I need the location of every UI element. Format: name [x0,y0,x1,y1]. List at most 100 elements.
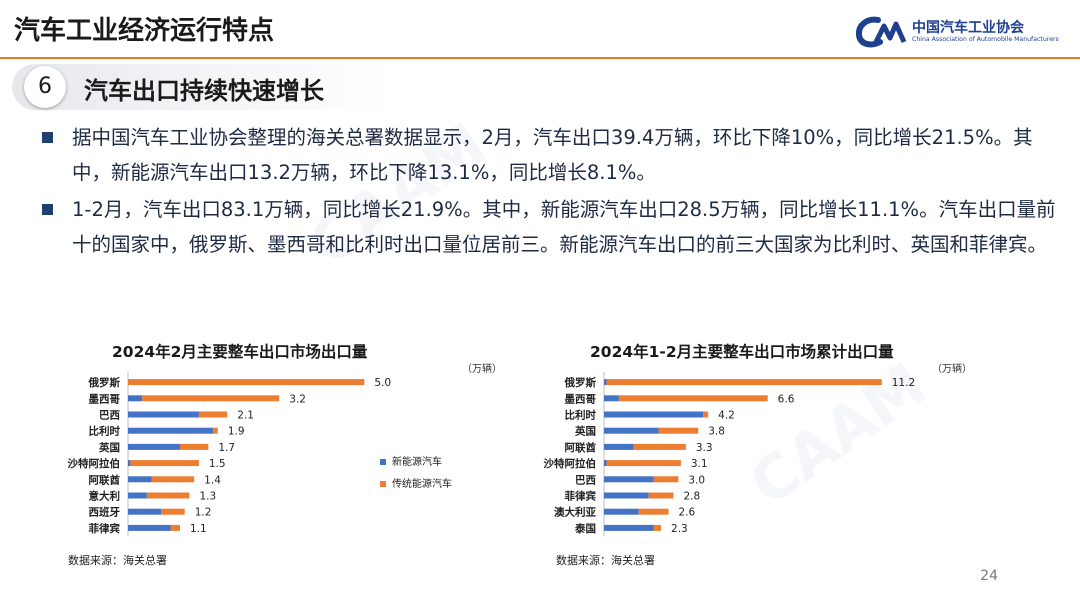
header-bar: 汽车工业经济运行特点 中国汽车工业协会 China Association of… [0,0,1080,59]
logo-english-name: China Association of Automobile Manufact… [912,36,1059,43]
legend-label: 传统能源汽车 [392,477,452,490]
legend-swatch [380,481,386,487]
bullet-item: 1-2月，汽车出口83.1万辆，同比增长21.9%。其中，新能源汽车出口28.5… [38,192,1058,262]
bullet-list: 据中国汽车工业协会整理的海关总署数据显示，2月，汽车出口39.4万辆，环比下降1… [38,120,1058,264]
bar-segment-nev [604,476,654,483]
category-label: 巴西 [575,474,596,486]
bar-segment-ice [618,395,768,402]
bar-segment-ice [146,492,190,499]
data-label: 2.1 [237,410,254,422]
category-label: 墨西哥 [565,393,597,405]
chart1-unit: （万辆） [462,364,502,375]
category-label: 西班牙 [89,506,121,519]
bar-segment-nev [604,524,654,531]
data-label: 1.1 [190,523,207,535]
bullet-square-icon [42,204,53,215]
category-label: 意大利 [89,490,121,503]
logo-chinese-name: 中国汽车工业协会 [912,20,1024,36]
chart2-unit: （万辆） [932,364,972,375]
section-title: 汽车出口持续快速增长 [84,77,324,105]
chart1-source: 数据来源：海关总署 [68,554,167,567]
chart2-source: 数据来源：海关总署 [556,554,655,567]
bar-segment-nev [128,508,162,515]
section-pill [12,64,392,110]
bar-segment-ice [638,508,669,515]
bar-segment-ice [658,427,699,434]
legend-label: 新能源汽车 [392,455,442,468]
data-label: 2.6 [678,507,695,519]
bar-segment-ice [703,411,709,418]
category-label: 澳大利亚 [554,506,596,519]
data-label: 1.4 [204,474,221,486]
bar-segment-ice [213,427,218,434]
category-label: 沙特阿拉伯 [68,457,121,470]
bar-segment-nev [128,524,171,531]
bullet-text: 据中国汽车工业协会整理的海关总署数据显示，2月，汽车出口39.4万辆，环比下降1… [72,126,1033,184]
data-label: 2.3 [671,523,688,535]
bullet-text: 1-2月，汽车出口83.1万辆，同比增长21.9%。其中，新能源汽车出口28.5… [72,198,1056,256]
bullet-square-icon [42,132,53,143]
data-label: 3.0 [688,474,705,486]
category-label: 阿联酋 [89,473,121,486]
bar-segment-ice [606,379,882,386]
data-label: 3.2 [289,393,306,405]
category-label: 比利时 [565,409,597,422]
data-label: 11.2 [892,377,915,389]
legend-swatch [380,459,386,465]
bar-segment-nev [604,379,607,386]
data-label: 4.2 [718,410,735,422]
bar-segment-ice [198,411,228,418]
bar-segment-nev [604,427,659,434]
page-title: 汽车工业经济运行特点 [14,16,275,46]
category-label: 泰国 [574,522,596,535]
bar-segment-ice [633,443,686,450]
data-label: 5.0 [374,377,391,389]
bar-segment-nev [604,460,607,467]
title-divider [0,57,1080,59]
section-heading: 6 汽车出口持续快速增长 [12,64,1072,112]
chart1-plot: 俄罗斯 5.0 墨西哥 3.2 巴西 2.1 比利时 1.9 英国 1.7 沙特阿拉伯 1.5 阿联酋 1… [68,372,452,536]
data-label: 1.7 [218,442,235,454]
data-label: 3.8 [708,426,725,438]
bar-segment-ice [142,395,280,402]
category-label: 沙特阿拉伯 [544,457,597,470]
bar-segment-ice [161,508,185,515]
chart2-title: 2024年1-2月主要整车出口市场累计出口量 [590,343,894,361]
data-label: 1.5 [209,458,226,470]
bullet-item: 据中国汽车工业协会整理的海关总署数据显示，2月，汽车出口39.4万辆，环比下降1… [38,120,1058,190]
data-label: 1.3 [199,491,216,503]
data-label: 6.6 [778,393,795,405]
category-label: 比利时 [89,425,121,438]
bar-segment-ice [130,460,199,467]
bar-segment-ice [653,524,662,531]
data-label: 1.2 [195,507,212,519]
caam-logo: 中国汽车工业协会 China Association of Automobile… [856,14,1059,50]
category-label: 菲律宾 [89,522,121,535]
category-label: 英国 [574,425,596,438]
page-number: 24 [980,568,998,584]
bar-segment-nev [128,427,214,434]
data-label: 1.9 [228,426,245,438]
bar-segment-nev [604,395,619,402]
caam-logo-icon [856,16,907,48]
chart1-title: 2024年2月主要整车出口市场出口量 [112,343,368,361]
bar-segment-nev [604,508,639,515]
data-label: 3.3 [696,442,713,454]
bar-segment-ice [648,492,674,499]
chart2-plot: 俄罗斯 11.2 墨西哥 6.6 比利时 4.2 英国 3.8 阿联酋 3.3 沙特阿拉伯 3.1 巴西… [544,372,915,536]
category-label: 巴西 [99,410,120,422]
section-number: 6 [24,66,66,108]
data-label: 3.1 [691,458,708,470]
category-label: 俄罗斯 [88,376,121,389]
bar-segment-nev [128,395,143,402]
bar-segment-nev [128,460,131,467]
bar-segment-ice [151,476,195,483]
category-label: 菲律宾 [565,490,597,503]
bar-segment-nev [128,411,199,418]
bar-segment-nev [128,443,180,450]
category-label: 阿联酋 [565,441,597,454]
bar-segment-nev [604,443,634,450]
bar-segment-nev [604,411,704,418]
bar-segment-ice [606,460,681,467]
data-label: 2.8 [683,491,700,503]
